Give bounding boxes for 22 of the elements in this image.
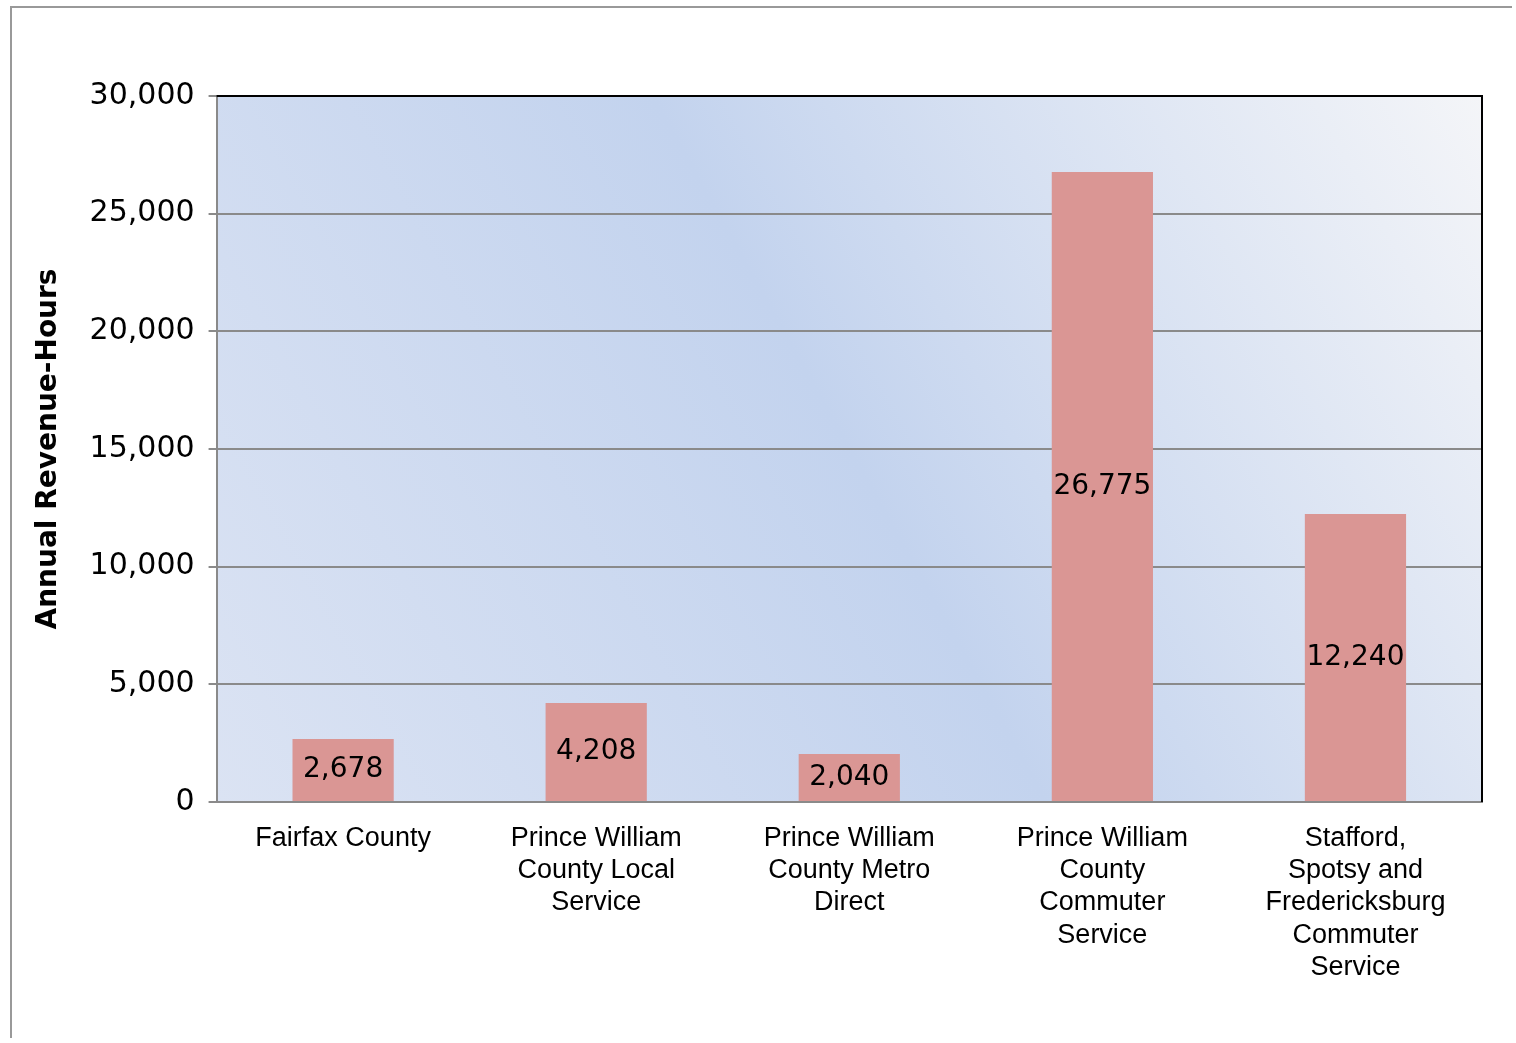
- y-tick-label: 5,000: [108, 664, 195, 700]
- y-tick-label: 25,000: [89, 193, 195, 229]
- bar: [292, 738, 394, 801]
- x-tick-label: Fairfax County: [255, 821, 432, 852]
- data-label: 12,240: [1306, 638, 1405, 672]
- x-tick-label: Prince William County Local Service: [510, 821, 682, 917]
- x-tick-label: Prince William County Commuter Service: [1016, 821, 1188, 949]
- data-label: 26,775: [1053, 467, 1152, 501]
- y-tick-label: 30,000: [89, 75, 195, 111]
- data-label: 4,208: [556, 733, 637, 767]
- bar: [1051, 171, 1153, 801]
- bar: [1304, 513, 1407, 801]
- y-tick-label: 0: [175, 781, 195, 817]
- y-tick-label: 20,000: [89, 311, 195, 347]
- y-tick-label: 10,000: [89, 546, 195, 582]
- data-label: 2,040: [809, 758, 890, 792]
- data-label: 2,678: [303, 751, 384, 785]
- x-tick-label: Prince William County Metro Direct: [763, 821, 935, 917]
- y-tick-label: 15,000: [89, 428, 195, 464]
- x-tick-label: Stafford, Spotsy and Fredericksburg Commuter Service: [1265, 821, 1446, 982]
- bar: [545, 702, 647, 801]
- y-axis-title: Annual Revenue-Hours: [30, 268, 64, 630]
